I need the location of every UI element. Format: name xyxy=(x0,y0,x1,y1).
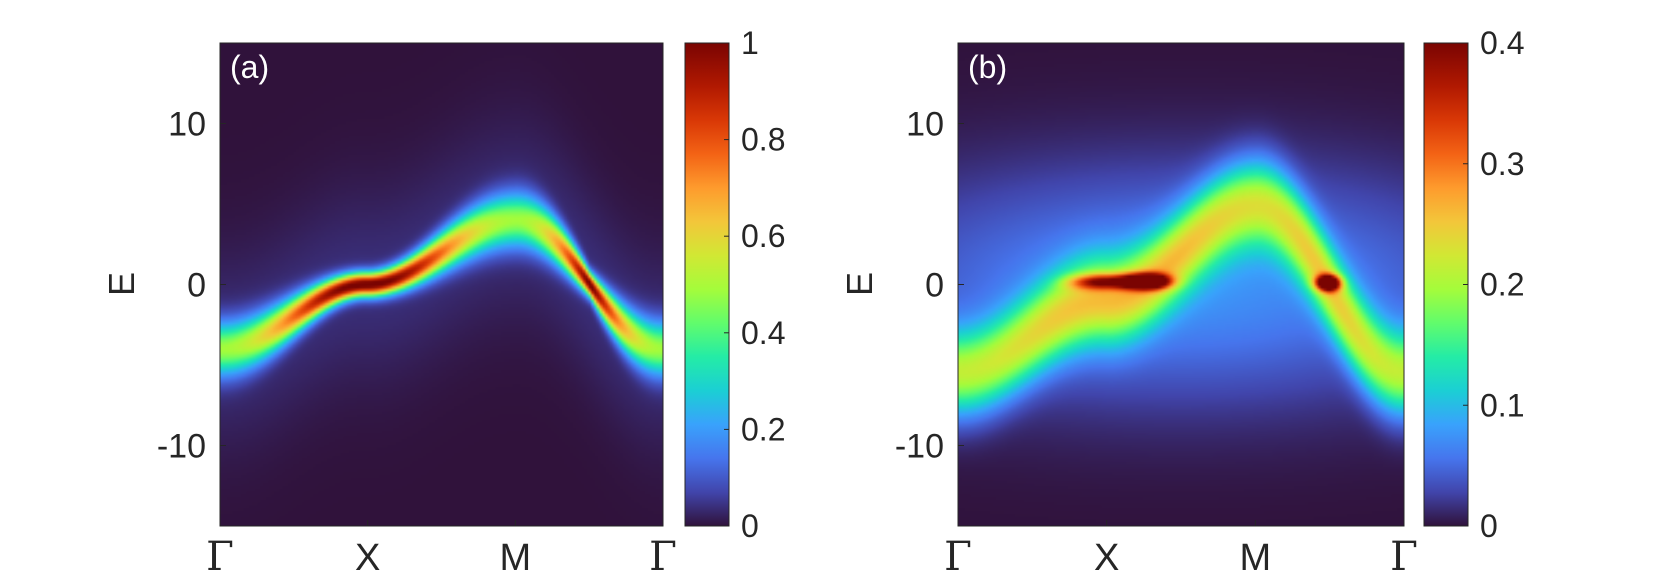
colorbar-tick-label: 0.6 xyxy=(741,218,785,254)
x-tick-label: M xyxy=(500,537,532,579)
colorbar-tick-label: 0.4 xyxy=(1480,25,1524,61)
colorbar-tick-label: 1 xyxy=(741,25,759,61)
panel-label-b: (b) xyxy=(968,49,1007,85)
panel-a: (a) E 10 0 -10 Γ X M Γ 0 0.2 0.4 0.6 0.8 1 xyxy=(101,25,785,580)
x-tick-label: Γ xyxy=(206,534,234,580)
panel-label-a: (a) xyxy=(230,49,269,85)
y-tick-label: 0 xyxy=(187,267,206,305)
colorbar-tick-label: 0.4 xyxy=(741,315,785,351)
x-tick-label: X xyxy=(355,537,380,579)
x-tick-label: Γ xyxy=(649,534,677,580)
heatmap-b xyxy=(958,43,1404,526)
colorbar-tick-label: 0.3 xyxy=(1480,146,1524,182)
colorbar-b xyxy=(1423,42,1469,527)
y-tick-label: 10 xyxy=(168,106,206,144)
y-tick-label: 10 xyxy=(906,106,944,144)
colorbar-tick-label: 0 xyxy=(1480,508,1498,544)
y-ticks-b: 10 0 -10 xyxy=(895,106,964,466)
ylabel-b: E xyxy=(839,272,880,296)
x-tick-label: M xyxy=(1240,537,1272,579)
colorbar-tick-label: 0.8 xyxy=(741,122,785,158)
ylabel-a: E xyxy=(101,272,142,296)
colorbar-ticks-a: 0 0.2 0.4 0.6 0.8 1 xyxy=(724,25,785,544)
x-tick-label: Γ xyxy=(1390,534,1418,580)
panel-b: (b) E 10 0 -10 Γ X M Γ 0 0.1 0.2 0.3 0.4 xyxy=(839,25,1524,580)
colorbar-a xyxy=(684,42,730,527)
colorbar-tick-label: 0.1 xyxy=(1480,387,1524,423)
y-tick-label: 0 xyxy=(925,267,944,305)
colorbar-tick-label: 0.2 xyxy=(1480,267,1524,303)
y-tick-label: -10 xyxy=(895,428,944,466)
colorbar-tick-label: 0.2 xyxy=(741,411,785,447)
colorbar-ticks-b: 0 0.1 0.2 0.3 0.4 xyxy=(1463,25,1524,544)
x-tick-label: Γ xyxy=(944,534,972,580)
x-tick-label: X xyxy=(1094,537,1119,579)
y-tick-label: -10 xyxy=(157,428,206,466)
colorbar-tick-label: 0 xyxy=(741,508,759,544)
heatmap-a xyxy=(220,43,663,526)
y-ticks-a: 10 0 -10 xyxy=(157,106,226,466)
